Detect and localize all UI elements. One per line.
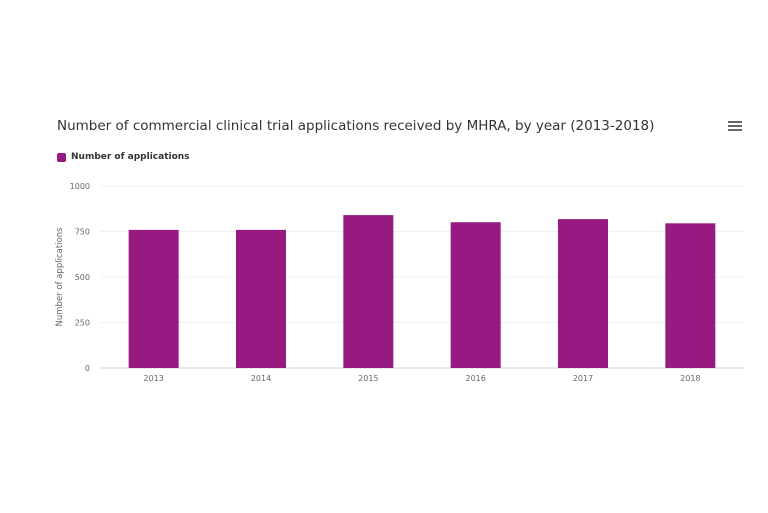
legend-swatch (57, 152, 66, 162)
bar (558, 219, 608, 368)
bar (665, 223, 716, 368)
x-tick-label: 2017 (573, 374, 593, 383)
legend-item[interactable]: Number of applications (57, 152, 190, 162)
bar (343, 215, 394, 368)
x-tick-label: 2015 (358, 374, 378, 383)
x-tick-label: 2018 (680, 374, 700, 383)
y-tick-label: 1000 (70, 182, 90, 191)
chart-title: Number of commercial clinical trial appl… (57, 118, 655, 134)
legend-label: Number of applications (71, 152, 190, 162)
y-tick-label: 500 (75, 273, 90, 282)
hamburger-menu-icon[interactable] (728, 121, 742, 133)
bar (450, 222, 501, 368)
x-tick-label: 2013 (143, 374, 163, 383)
x-tick-label: 2016 (465, 374, 485, 383)
y-tick-label: 750 (75, 228, 90, 237)
bar (128, 229, 179, 368)
y-tick-label: 250 (75, 319, 90, 328)
x-tick-label: 2014 (251, 374, 271, 383)
bar (236, 229, 286, 368)
y-tick-label: 0 (85, 364, 90, 373)
y-axis-label: Number of applications (55, 227, 65, 327)
